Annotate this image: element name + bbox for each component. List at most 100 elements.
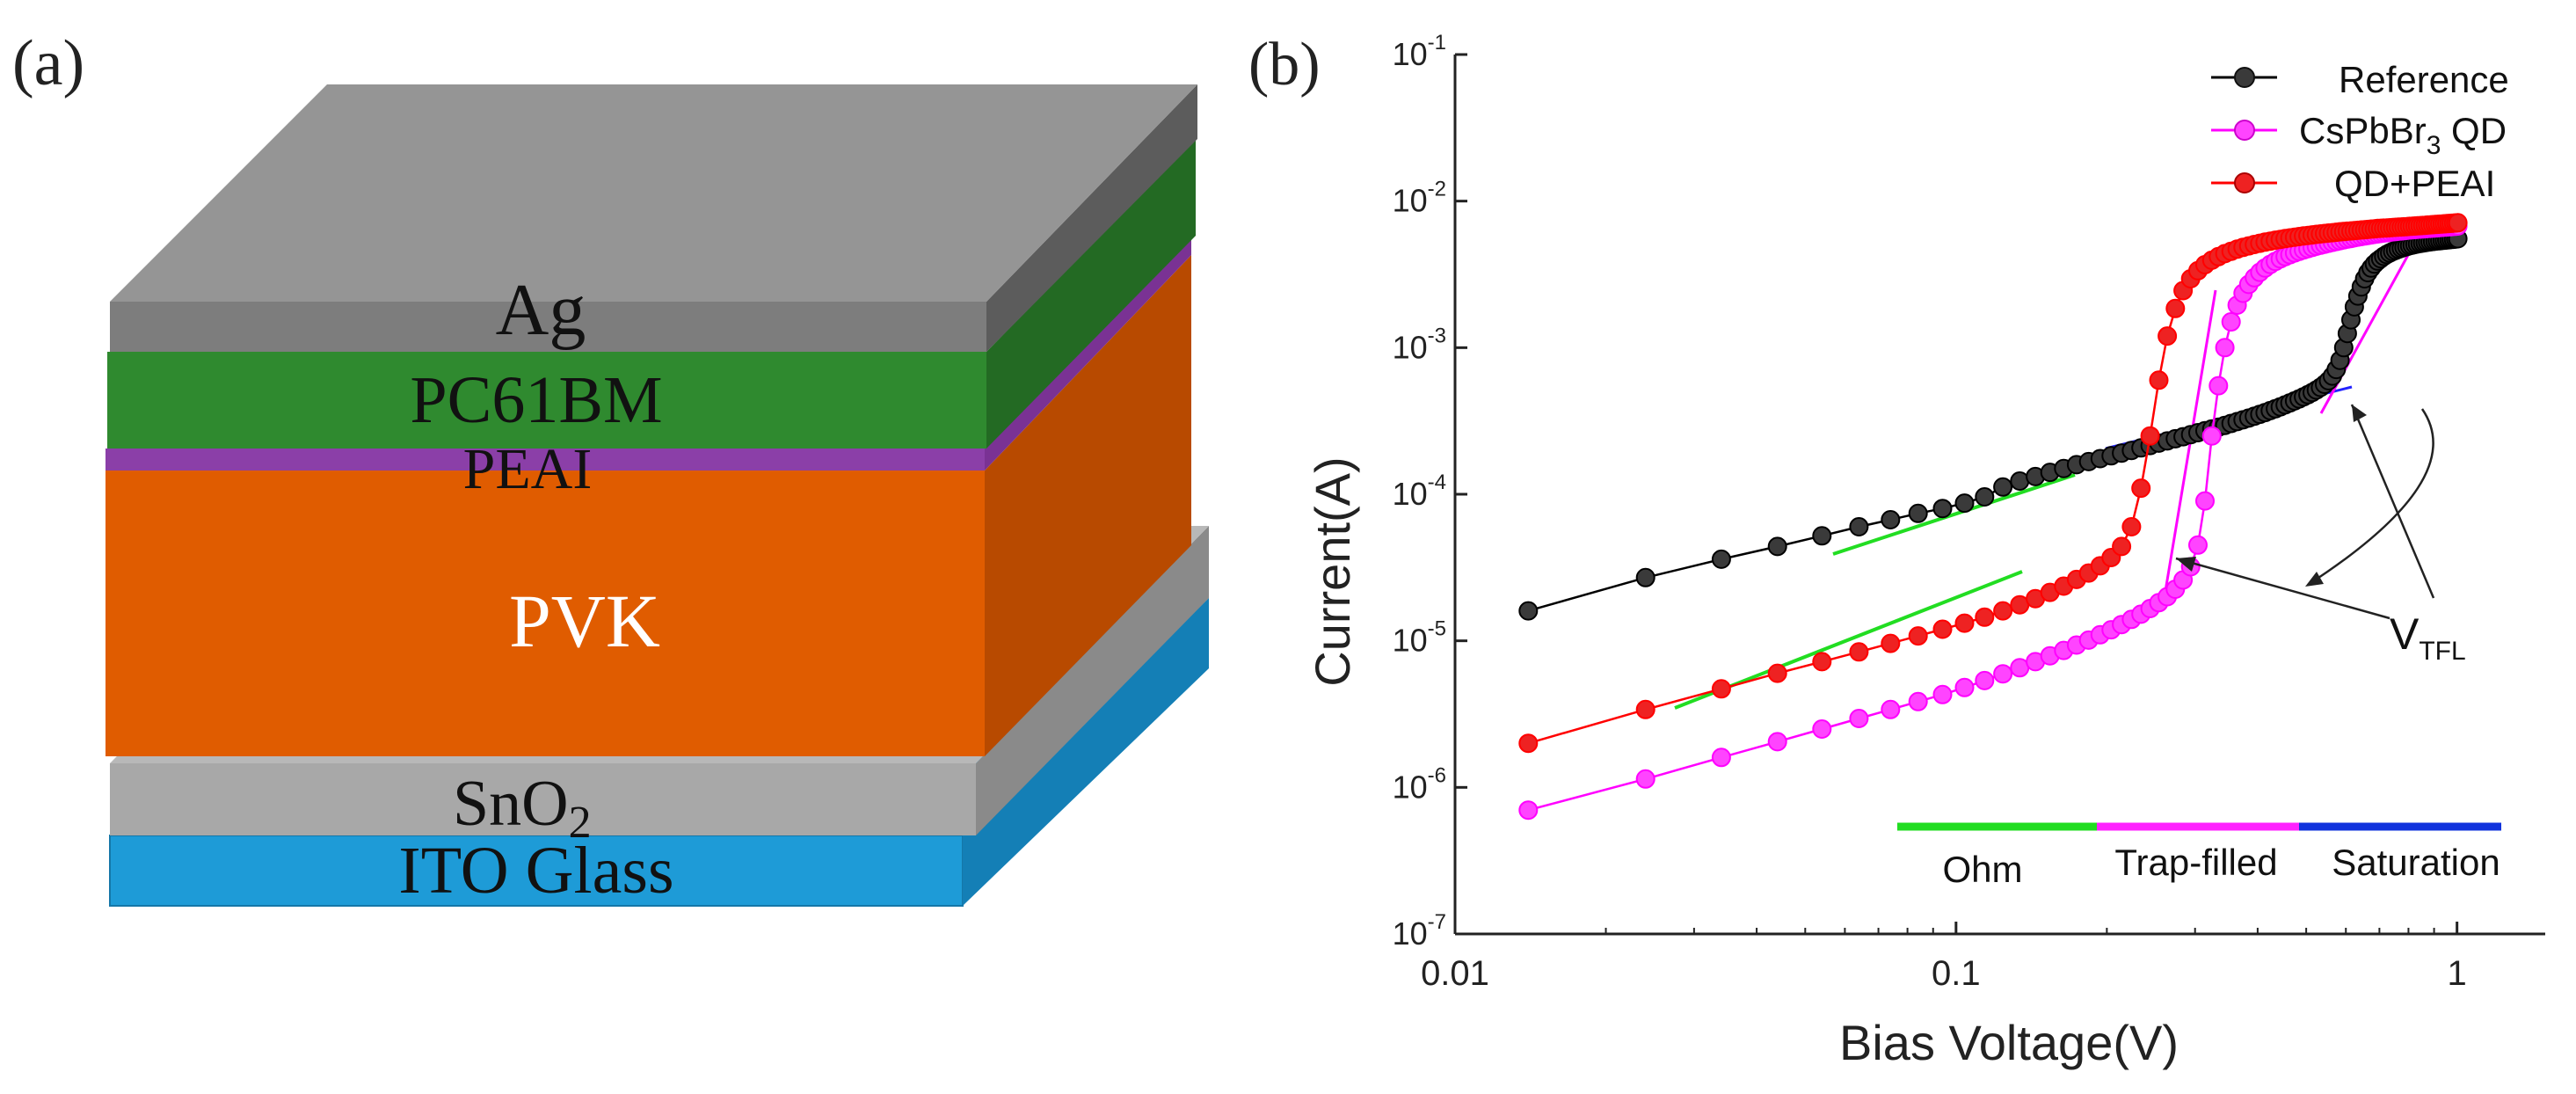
y-tick-label: 10-1 [1393, 31, 1446, 72]
x-tick-label: 0.1 [1932, 954, 1981, 993]
data-point [1954, 677, 1975, 697]
data-point [1881, 510, 1901, 529]
y-axis-title: Current(A) [1305, 456, 1360, 686]
data-point [2158, 326, 2178, 346]
vtfl-annotation: VTFL [2175, 404, 2466, 666]
data-point [2209, 376, 2229, 396]
data-point [1849, 642, 1869, 662]
data-point [1518, 800, 1539, 820]
data-point [1881, 699, 1901, 719]
series-2 [1518, 213, 2468, 754]
layer-sno2-label: SnO2 [453, 768, 592, 848]
fit-line-reference-ohm [1832, 473, 2076, 556]
data-point [2165, 298, 2186, 318]
data-point [2188, 535, 2208, 555]
data-point [2121, 517, 2142, 536]
series-layer [1518, 213, 2468, 820]
data-point [1932, 684, 1953, 704]
series-line [1527, 237, 2458, 612]
series-1 [1518, 216, 2468, 820]
plot-area: 0.01 0.1 1 10-7 10-6 10-5 10-4 10-3 10-2 10-1 [1393, 31, 2545, 993]
legend-item-reference: Reference [2211, 59, 2509, 100]
data-point [1975, 670, 1995, 690]
series-line [1527, 224, 2458, 812]
data-point [1932, 499, 1953, 519]
legend-label-cspbbr3: CsPbBr3 QD [2299, 110, 2507, 160]
legend-label-reference: Reference [2339, 59, 2509, 100]
data-point [1993, 477, 2013, 497]
fit-line-peai-trap [2161, 289, 2217, 608]
panel-a: (a) ITO Glass SnO2 PVK PEAI [12, 27, 1209, 908]
y-tick-label: 10-5 [1393, 617, 1446, 659]
region-label-ohm: Ohm [1942, 849, 2022, 890]
data-point [1635, 769, 1655, 789]
data-point [1767, 663, 1787, 683]
data-point [1881, 633, 1901, 653]
data-point [1812, 652, 1832, 672]
layer-ag-label: Ag [496, 269, 586, 351]
legend-label-qd-peai: QD+PEAI [2334, 163, 2495, 204]
layer-ag: Ag [110, 84, 1197, 352]
data-point [2195, 491, 2215, 511]
layer-pvk-label: PVK [509, 579, 660, 663]
vtfl-curved-arrow [2307, 408, 2434, 587]
data-point [1908, 691, 1928, 711]
layer-pcbm: PC61BM [107, 139, 1196, 449]
y-tick-label: 10-2 [1393, 178, 1446, 219]
data-point [1993, 601, 2013, 621]
data-point [2112, 536, 2132, 557]
data-point [1975, 607, 1995, 627]
data-point [1849, 517, 1869, 536]
x-axis-title: Bias Voltage(V) [1839, 1015, 2179, 1070]
data-point [2201, 426, 2222, 446]
data-point [1812, 526, 1832, 546]
y-tick-label: 10-6 [1393, 763, 1446, 805]
panel-b-label: (b) [1248, 31, 1321, 98]
data-point [2149, 370, 2169, 390]
series-line [1527, 222, 2458, 745]
vtfl-arrow-left [2175, 557, 2390, 620]
data-point [1711, 549, 1731, 569]
legend-item-qd-peai: QD+PEAI [2211, 163, 2495, 204]
data-point [1711, 748, 1731, 768]
data-point [1767, 536, 1787, 557]
y-tick-label: 10-7 [1393, 910, 1446, 952]
data-point [1993, 664, 2013, 684]
x-tick-label: 1 [2448, 954, 2467, 993]
data-point [1908, 626, 1928, 646]
data-point [1767, 732, 1787, 752]
data-point [1518, 601, 1539, 621]
data-point [2131, 478, 2151, 499]
series-0 [1518, 229, 2468, 621]
data-point [1812, 719, 1832, 739]
data-point [1975, 487, 1995, 507]
layer-peai: PEAI [106, 236, 1191, 501]
vtfl-arrow-up [2350, 404, 2435, 599]
panel-b: (b) 0.01 0.1 1 10-7 10-6 10-5 10-4 10-3 10-2 10-1… [1248, 31, 2545, 1070]
axis-ticks: 0.01 0.1 1 10-7 10-6 10-5 10-4 10-3 10-2 10-1 [1393, 31, 2467, 993]
data-point [1954, 493, 1975, 514]
legend-item-cspbbr3: CsPbBr3 QD [2211, 110, 2507, 160]
x-tick-label: 0.01 [1421, 954, 1489, 993]
data-point [2221, 312, 2241, 332]
y-tick-label: 10-4 [1393, 470, 1446, 512]
region-markers: Ohm Trap-filled Saturation [1897, 822, 2501, 890]
data-point [1711, 679, 1731, 699]
vtfl-label: VTFL [2390, 609, 2466, 666]
data-point [1518, 733, 1539, 754]
data-point [2448, 213, 2468, 233]
panel-a-label: (a) [12, 27, 84, 99]
legend: Reference CsPbBr3 QD QD+PEAI [2211, 59, 2509, 204]
region-label-saturation: Saturation [2332, 842, 2500, 883]
data-point [1635, 567, 1655, 587]
layer-ito-label: ITO Glass [398, 834, 673, 908]
y-tick-label: 10-3 [1393, 324, 1446, 365]
layer-pcbm-label: PC61BM [410, 363, 662, 437]
data-point [1932, 619, 1953, 639]
layer-pvk: PVK [106, 255, 1191, 756]
data-point [1954, 613, 1975, 633]
data-point [1849, 709, 1869, 728]
data-point [2140, 426, 2160, 446]
data-point [1908, 503, 1928, 523]
